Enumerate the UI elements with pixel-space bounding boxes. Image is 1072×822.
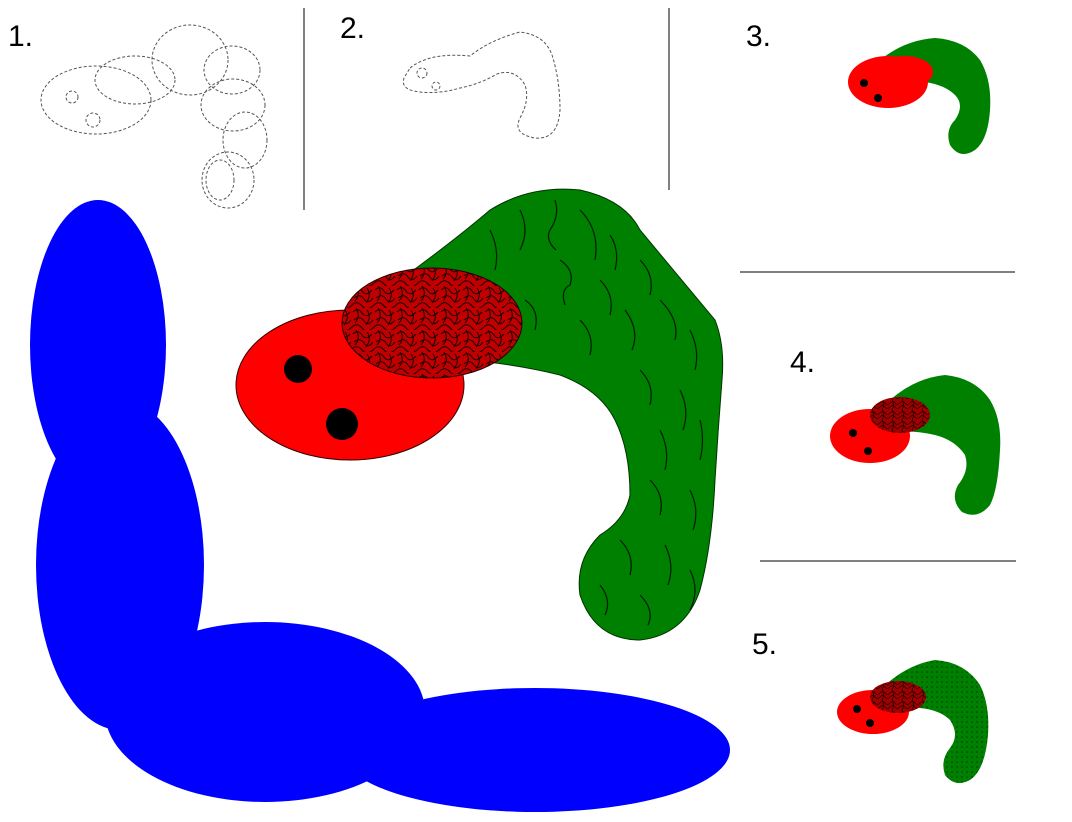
step-label-2: 2. xyxy=(340,12,365,45)
scribble-collar xyxy=(341,267,523,379)
step-label-4: 4. xyxy=(790,346,815,379)
eye-left xyxy=(284,355,312,383)
eye-right xyxy=(326,408,358,440)
step-label-5: 5. xyxy=(752,628,777,661)
step-label-1: 1. xyxy=(8,20,33,53)
worm-step-4 xyxy=(830,375,1001,515)
step-label-3: 3. xyxy=(746,20,771,53)
blue-shadow xyxy=(30,200,730,812)
worm-step-3 xyxy=(848,38,991,154)
worm-sketch-icon xyxy=(40,24,268,209)
worm-outline-icon xyxy=(402,31,561,139)
worm-step-5 xyxy=(837,660,989,784)
